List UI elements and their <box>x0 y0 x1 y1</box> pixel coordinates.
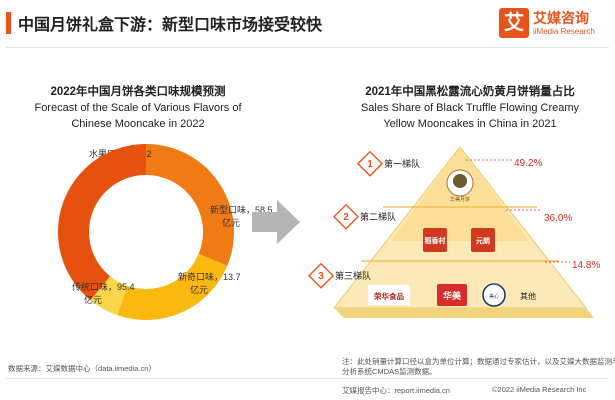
brand-name-tier2: 元朗 <box>476 236 490 245</box>
tier-number-badge <box>332 203 360 230</box>
header: 中国月饼礼盒下游：新型口味市场接受较快 艾 艾媒咨询 iiMedia Resea… <box>0 0 615 44</box>
donut-slice-label: 新型口味，58.5 亿元 <box>210 204 273 228</box>
logo-en-text: iiMedia Research <box>533 27 595 36</box>
tier-share: 36.0% <box>544 213 572 224</box>
arrow-icon <box>252 200 300 244</box>
brand-name-tier1: 华美月饼 <box>450 196 470 203</box>
brand-logo-tier3-a <box>368 285 410 305</box>
donut-chart: 水果口味，76.2亿元新型口味，58.5亿元新奇口味，13.7亿元传统口味，95… <box>58 144 273 321</box>
donut-chart-title-block: 2022年中国月饼各类口味规模预测 Forecast of the Scale … <box>18 84 258 132</box>
donut-slice-label: 新奇口味，13.7 亿元 <box>178 271 241 295</box>
iimedia-logo-icon: 艾 <box>499 8 529 38</box>
brand-name-tier3: 美心 <box>489 293 499 300</box>
pyramid-base <box>334 308 594 318</box>
note-line-2: 分析系统CMDAS监测数据。 <box>342 367 437 376</box>
tier-number-badge <box>356 150 384 177</box>
tier-number: 3 <box>318 271 324 282</box>
tier-share: 49.2% <box>514 158 542 169</box>
donut-chart-subtitle: Forecast of the Scale of Various Flavors… <box>34 102 242 130</box>
page-title: 中国月饼礼盒下游：新型口味市场接受较快 <box>18 17 323 34</box>
brand-logo-tier2 <box>423 228 447 252</box>
donut-slice <box>58 144 147 301</box>
copyright-text: ©2022 iiMedia Research Inc <box>492 385 587 394</box>
donut-slice-label: 传统口味，95.4 亿元 <box>72 281 135 305</box>
tier-share: 14.8% <box>572 260 600 271</box>
brand-logo-tier2 <box>471 228 495 252</box>
tier-name: 第三梯队 <box>335 270 371 281</box>
tier-number-badge <box>307 262 335 289</box>
brand-name-tier2: 稻香村 <box>425 236 446 245</box>
note-line-1: 注：此处销量计算口径以盒为单位计算；数据通过专家估计，以及艾媒大数据监测与 <box>342 357 615 366</box>
source-text: 数据来源：艾媒数据中心（data.iimedia.cn） <box>8 364 156 373</box>
donut-chart-title: 2022年中国月饼各类口味规模预测 <box>50 86 226 98</box>
brand-logo-tier3-b <box>437 284 467 306</box>
title-accent-bar <box>6 12 11 34</box>
brand-logo-mark <box>453 174 467 188</box>
donut-slice <box>90 276 128 316</box>
donut-slice <box>117 253 228 321</box>
logo-cn-text: 艾媒咨询 <box>533 10 589 26</box>
pyramid-chart-subtitle: Sales Share of Black Truffle Flowing Cre… <box>360 102 580 130</box>
report-link[interactable]: 艾媒报告中心：report.iimedia.cn <box>342 386 450 395</box>
header-divider <box>6 47 609 48</box>
tier-number: 1 <box>367 159 373 170</box>
tier-name: 第一梯队 <box>384 158 420 169</box>
footer-divider <box>6 378 609 379</box>
donut-slice <box>146 144 235 266</box>
pyramid-chart-title-block: 2021年中国黑松露流心奶黄月饼销量占比 Sales Share of Blac… <box>350 84 590 132</box>
arrow-shape <box>252 200 300 244</box>
tier-name: 第二梯队 <box>360 211 396 222</box>
pyramid-chart-title: 2021年中国黑松露流心奶黄月饼销量占比 <box>365 86 575 98</box>
brand-logo-tier3-c <box>482 283 506 307</box>
other-brands-label: 其他 <box>520 291 536 301</box>
brand-name-tier3: 荣华食品 <box>373 291 404 301</box>
brand-name-tier3: 华美 <box>443 290 462 301</box>
tier-number: 2 <box>343 212 349 223</box>
